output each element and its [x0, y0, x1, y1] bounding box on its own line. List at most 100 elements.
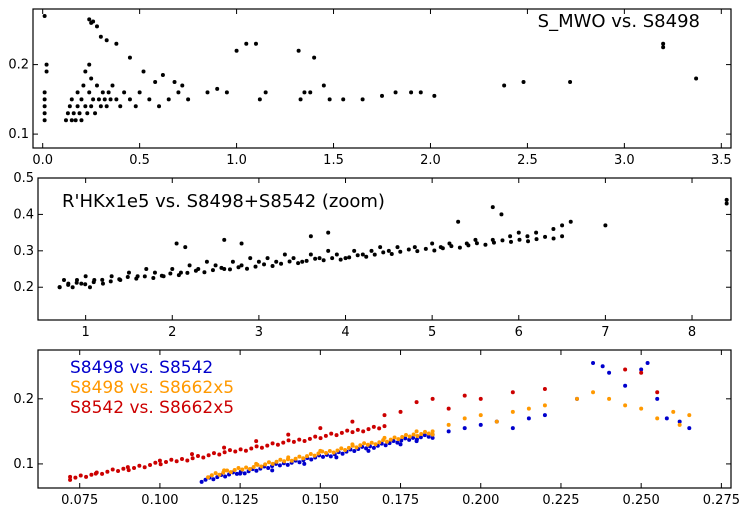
trend-point: [377, 426, 382, 431]
data-point: [724, 201, 729, 206]
trend-point: [345, 428, 350, 433]
trend-point: [371, 445, 376, 450]
data-point: [398, 409, 403, 414]
data-point: [526, 406, 531, 411]
data-point: [456, 219, 461, 224]
data-point: [100, 90, 105, 95]
x-tick-label: 1.5: [323, 153, 344, 168]
trend-point: [169, 457, 174, 462]
data-point: [350, 419, 355, 424]
data-point: [639, 406, 644, 411]
trend-point: [89, 472, 94, 477]
trend-point: [403, 436, 408, 441]
data-point: [100, 281, 105, 286]
data-point: [222, 237, 227, 242]
trend-point: [132, 465, 137, 470]
trend-point: [125, 275, 130, 280]
data-point: [694, 76, 699, 81]
trend-point: [199, 479, 204, 484]
trend-point: [225, 468, 230, 473]
data-point: [244, 41, 249, 46]
data-point: [326, 248, 331, 253]
data-point: [296, 48, 301, 53]
trend-point: [318, 436, 323, 441]
data-point: [300, 259, 305, 264]
trend-point: [328, 454, 333, 459]
data-point: [432, 93, 437, 98]
trend-point: [411, 432, 416, 437]
trend-point: [278, 457, 283, 462]
trend-point: [259, 464, 264, 469]
data-point: [366, 448, 371, 453]
data-point: [87, 285, 92, 290]
x-tick-label: 1: [82, 325, 90, 340]
data-point: [253, 41, 258, 46]
data-point: [534, 230, 539, 235]
trend-point: [227, 267, 232, 272]
data-point: [75, 104, 80, 109]
trend-point: [422, 433, 427, 438]
trend-point: [339, 430, 344, 435]
trend-point: [526, 239, 531, 244]
data-point: [380, 93, 384, 98]
data-point: [118, 104, 123, 109]
data-point: [291, 256, 296, 261]
trend-point: [68, 477, 73, 482]
trend-point: [277, 463, 282, 468]
trend-point: [355, 253, 360, 258]
trend-point: [217, 452, 222, 457]
data-point: [499, 212, 504, 217]
legend-entry: S8498 vs. S8542: [70, 358, 213, 378]
data-point: [42, 97, 47, 102]
data-point: [126, 270, 131, 275]
trend-point: [457, 245, 462, 250]
x-tick-label: 0.5: [129, 153, 150, 168]
data-point: [395, 245, 400, 250]
data-point: [44, 69, 49, 74]
trend-point: [232, 468, 237, 473]
trend-point: [362, 441, 367, 446]
trend-point: [372, 252, 377, 257]
trend-point: [296, 261, 301, 266]
trend-point: [108, 279, 113, 284]
panel-title: R'HKx1e5 vs. S8498+S8542 (zoom): [62, 191, 385, 212]
data-point: [204, 259, 209, 264]
x-tick-label: 2: [168, 325, 176, 340]
data-point: [326, 230, 331, 235]
x-tick-label: 0.100: [141, 493, 178, 508]
data-point: [238, 471, 243, 476]
data-point: [263, 90, 268, 95]
trend-point: [361, 429, 366, 434]
trend-point: [366, 427, 371, 432]
data-point: [352, 248, 357, 253]
trend-point: [137, 463, 142, 468]
data-point: [71, 111, 76, 116]
data-point: [222, 445, 227, 450]
data-point: [81, 83, 86, 88]
data-point: [446, 429, 451, 434]
trend-point: [73, 475, 78, 480]
trend-point: [233, 449, 238, 454]
panel-title: S_MWO vs. S8498: [538, 11, 700, 32]
trend-point: [222, 450, 227, 455]
trend-point: [293, 456, 298, 461]
data-point: [213, 263, 218, 268]
trend-point: [307, 436, 312, 441]
data-point: [98, 34, 103, 39]
data-point: [510, 390, 515, 395]
data-point: [89, 104, 94, 109]
data-point: [490, 205, 495, 210]
data-point: [79, 281, 84, 286]
trend-point: [321, 258, 326, 263]
data-point: [274, 259, 279, 264]
trend-point: [419, 431, 424, 436]
data-point: [70, 285, 75, 290]
trend-point: [195, 454, 200, 459]
trend-point: [534, 237, 539, 242]
trend-point: [291, 439, 296, 444]
trend-point: [323, 433, 328, 438]
trend-point: [364, 254, 369, 259]
data-point: [157, 104, 162, 109]
data-point: [69, 118, 74, 123]
